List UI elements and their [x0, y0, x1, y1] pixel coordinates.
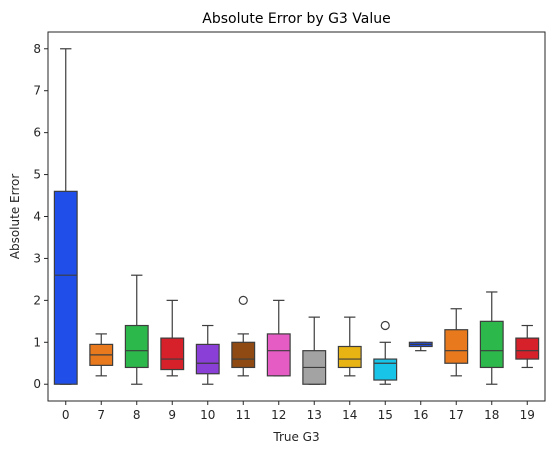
box-body [53, 190, 78, 385]
box-0 [53, 48, 78, 385]
x-tick-label: 17 [449, 408, 464, 422]
y-tick-label: 7 [33, 84, 41, 98]
y-axis-label: Absolute Error [8, 174, 22, 260]
x-tick-label: 18 [484, 408, 499, 422]
box-13 [302, 316, 327, 385]
box-body [444, 329, 469, 364]
x-tick-label: 16 [413, 408, 428, 422]
box-15 [373, 320, 398, 385]
x-tick-label: 8 [133, 408, 141, 422]
box-body [124, 324, 149, 369]
box-body [195, 343, 220, 375]
y-tick-label: 5 [33, 168, 41, 182]
plot-frame [47, 31, 546, 402]
outlier-point [238, 295, 248, 305]
box-7 [89, 333, 114, 377]
y-tick-label: 1 [33, 335, 41, 349]
x-tick-label: 10 [200, 408, 215, 422]
x-tick-label: 12 [271, 408, 286, 422]
chart-title: Absolute Error by G3 Value [202, 11, 391, 27]
box-18 [479, 291, 504, 385]
box-11 [231, 295, 256, 377]
y-tick-label: 3 [33, 251, 41, 265]
box-16 [408, 341, 433, 352]
y-tick-label: 8 [33, 42, 41, 56]
y-tick-label: 4 [33, 210, 41, 224]
x-tick-label: 11 [236, 408, 251, 422]
box-body [160, 337, 185, 371]
box-19 [515, 324, 540, 369]
x-tick-label: 0 [62, 408, 70, 422]
box-14 [337, 316, 362, 377]
box-17 [444, 308, 469, 377]
box-body [266, 333, 291, 377]
x-tick-label: 19 [520, 408, 535, 422]
x-tick-label: 15 [378, 408, 393, 422]
box-8 [124, 274, 149, 385]
box-12 [266, 299, 291, 377]
x-tick-label: 14 [342, 408, 357, 422]
box-body [373, 358, 398, 381]
y-tick-label: 2 [33, 293, 41, 307]
y-tick-label: 0 [33, 377, 41, 391]
y-tick-label: 6 [33, 126, 41, 140]
x-tick-label: 13 [307, 408, 322, 422]
box-10 [195, 324, 220, 385]
box-body [515, 337, 540, 360]
box-9 [160, 299, 185, 377]
x-axis-label: True G3 [272, 430, 319, 444]
outlier-point [380, 320, 390, 331]
x-tick-label: 7 [97, 408, 105, 422]
x-tick-label: 9 [168, 408, 176, 422]
box-body [231, 341, 256, 369]
box-body [479, 320, 504, 369]
box-body [337, 345, 362, 369]
